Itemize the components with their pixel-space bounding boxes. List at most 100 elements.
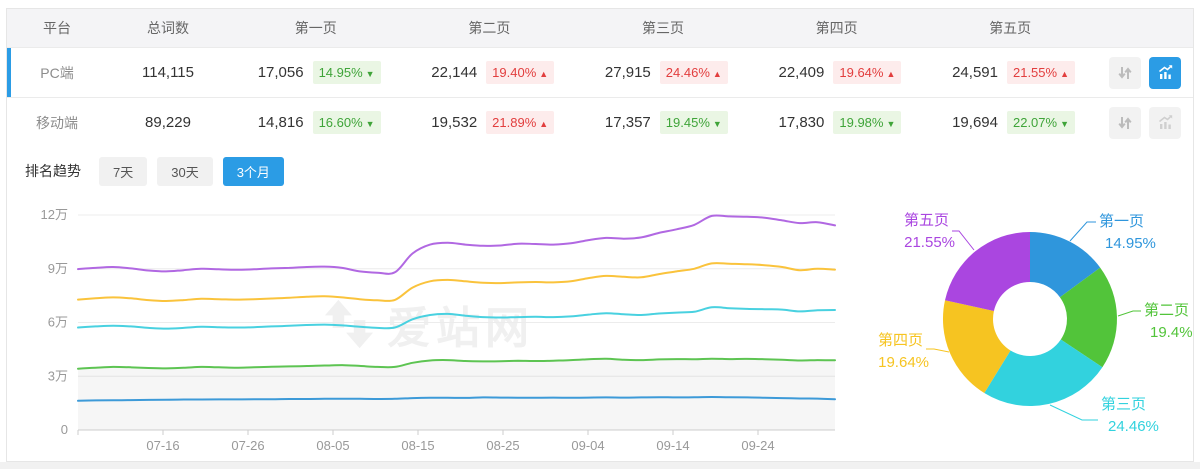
trend-arrow-icon: ▲ [539, 69, 549, 79]
platform-label: PC端 [40, 64, 74, 81]
trend-toolbar: 排名趋势 7天 30天 3个月 [7, 147, 1193, 194]
trend-line-chart: 0 3万 6万 9万 12万 07-16 07-26 08-05 08-15 08-25 09-04… [41, 207, 836, 453]
keyword-rank-panel: 平台 总词数 第一页 第二页 第三页 第四页 第五页 PC端 114,115 1… [6, 8, 1194, 462]
page5-cell: 24,591 21.55% ▲ [923, 61, 1097, 84]
donut-label-percent: 24.46% [1108, 418, 1159, 435]
donut-label-name: 第三页 [1101, 395, 1146, 413]
y-axis-tick-label: 9万 [48, 261, 68, 276]
trend-arrow-icon: ▲ [886, 69, 896, 79]
change-badge: 22.07% ▼ [1006, 111, 1075, 134]
page3-cell: 17,357 19.45% ▼ [576, 111, 750, 134]
donut-label-percent: 19.64% [878, 354, 929, 371]
x-axis-tick-label: 09-14 [656, 438, 689, 453]
y-axis-tick-label: 12万 [41, 207, 68, 222]
x-axis-tick-label: 07-26 [231, 438, 264, 453]
donut-label-name: 第四页 [878, 331, 923, 349]
donut-slice-第四页[interactable] [942, 300, 1011, 393]
show-chart-button[interactable] [1149, 56, 1181, 89]
trend-arrow-icon: ▼ [365, 69, 375, 79]
series-line-第二页 [77, 357, 836, 370]
watermark-text: 爱站网 [387, 304, 534, 353]
series-line-第一页 [77, 395, 836, 402]
donut-label-name: 第二页 [1144, 301, 1189, 319]
change-badge: 19.40% ▲ [486, 61, 555, 84]
donut-label-percent: 19.4% [1150, 324, 1193, 341]
series-line-第五页 [77, 214, 836, 275]
y-axis-tick-label: 0 [61, 422, 68, 437]
change-badge: 19.45% ▼ [659, 111, 728, 134]
page5-cell: 19,694 22.07% ▼ [923, 111, 1097, 134]
trend-arrow-icon: ▼ [1060, 119, 1069, 129]
donut-leader-line [926, 348, 950, 353]
page2-cell: 22,144 19.40% ▲ [403, 61, 577, 84]
tab-7days[interactable]: 7天 [99, 156, 148, 186]
row-actions [1097, 56, 1193, 89]
sort-arrows-icon [1118, 116, 1132, 129]
change-badge: 24.46% ▲ [659, 61, 728, 84]
y-axis-tick-label: 6万 [48, 315, 68, 330]
table-row-mobile[interactable]: 移动端 89,229 14,816 16.60% ▼ 19,532 21.89% ▲… [7, 97, 1193, 147]
col-header-page4: 第四页 [815, 20, 858, 36]
page2-cell: 19,532 21.89% ▲ [403, 111, 577, 134]
trend-title: 排名趋势 [25, 163, 81, 179]
change-badge: 21.89% ▲ [486, 111, 555, 134]
donut-label-percent: 21.55% [904, 234, 955, 251]
col-header-page1: 第一页 [294, 20, 337, 36]
donut-slice-第三页[interactable] [984, 339, 1103, 406]
x-axis-tick-label: 09-24 [741, 438, 774, 453]
x-axis-tick-label: 09-04 [571, 438, 604, 453]
aizhan-watermark: 爱站网 [323, 292, 534, 356]
tab-3months[interactable]: 3个月 [222, 156, 284, 186]
page4-cell: 17,830 19.98% ▼ [750, 111, 924, 134]
tab-30days[interactable]: 30天 [157, 156, 213, 186]
page-count: 19,694 [952, 114, 998, 131]
y-axis-tick-label: 3万 [48, 368, 68, 383]
trend-arrow-icon: ▲ [712, 69, 722, 79]
change-badge: 14.95% ▼ [312, 61, 381, 84]
total-count: 89,229 [145, 114, 191, 131]
page-count: 17,357 [604, 114, 651, 131]
trend-chart-icon [1158, 65, 1172, 79]
platform-label: 移动端 [36, 114, 78, 131]
page-count: 14,816 [257, 114, 304, 131]
change-badge: 21.55% ▲ [1006, 61, 1075, 84]
donut-label-name: 第五页 [904, 211, 949, 229]
show-chart-button[interactable] [1149, 106, 1181, 139]
col-header-page2: 第二页 [468, 20, 511, 36]
x-axis-tick-label: 08-05 [316, 438, 349, 453]
sort-arrows-button[interactable] [1109, 56, 1141, 89]
trend-arrow-icon: ▼ [365, 119, 375, 129]
donut-label-name: 第一页 [1099, 212, 1144, 230]
col-header-page5: 第五页 [989, 20, 1032, 36]
x-axis-tick-label: 08-15 [401, 438, 434, 453]
change-badge: 19.64% ▲ [833, 61, 902, 84]
trend-arrow-icon: ▼ [712, 119, 722, 129]
table-row-pc[interactable]: PC端 114,115 17,056 14.95% ▼ 22,144 19.40%… [7, 47, 1193, 97]
page-count: 27,915 [604, 64, 651, 81]
charts-area: 爱站网 0 3万 6万 9万 12万 07-16 07-26 08-05 08-15 08-25 0… [7, 194, 1193, 469]
sort-arrows-icon [1118, 66, 1132, 79]
trend-arrow-icon: ▲ [539, 119, 549, 129]
page4-cell: 22,409 19.64% ▲ [750, 61, 924, 84]
series-line-第四页 [77, 262, 836, 303]
page-count: 17,056 [257, 64, 304, 81]
donut-slice-第二页[interactable] [1059, 267, 1117, 368]
trend-arrow-icon: ▼ [886, 119, 896, 129]
donut-leader-line [1049, 404, 1098, 421]
aizhan-logo-icon [324, 299, 374, 349]
page3-cell: 27,915 24.46% ▲ [576, 61, 750, 84]
row-actions [1097, 106, 1193, 139]
x-axis-tick-label: 08-25 [486, 438, 519, 453]
change-badge: 19.98% ▼ [833, 111, 902, 134]
page1-cell: 14,816 16.60% ▼ [229, 111, 403, 134]
page-count: 17,830 [778, 114, 825, 131]
page-count: 22,144 [431, 64, 478, 81]
donut-slice-第五页[interactable] [945, 232, 1030, 311]
donut-slice-第一页[interactable] [1030, 232, 1101, 298]
trend-arrow-icon: ▲ [1060, 69, 1069, 79]
sort-arrows-button[interactable] [1109, 106, 1141, 139]
change-badge: 16.60% ▼ [312, 111, 381, 134]
area-fill [78, 359, 835, 430]
page-count: 19,532 [431, 114, 478, 131]
page1-cell: 17,056 14.95% ▼ [229, 61, 403, 84]
